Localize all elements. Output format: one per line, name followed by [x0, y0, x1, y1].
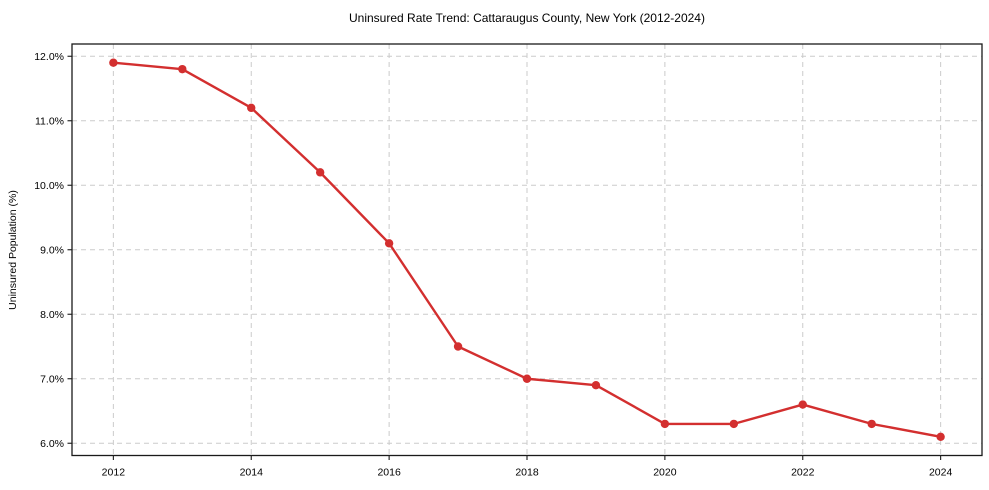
x-tick-label: 2012 [102, 467, 126, 479]
data-point [178, 64, 187, 74]
x-tick-label: 2014 [240, 467, 264, 479]
y-tick-label: 11.0% [35, 115, 64, 127]
axes-layer: 2012 2014 2016 2018 2020 2022 2024 6.0% 7.0% 8.0%… [34, 43, 983, 479]
y-tick-label: 9.0% [40, 244, 64, 256]
x-tick-label: 2018 [515, 467, 539, 479]
x-tick-label: 2016 [377, 467, 401, 479]
x-tick-label: 2022 [791, 467, 815, 479]
data-point [936, 432, 945, 441]
y-tick-label: 10.0% [34, 180, 64, 192]
y-tick-label: 8.0% [40, 309, 64, 321]
y-tick-label: 6.0% [40, 438, 64, 450]
grid-layer [72, 44, 982, 456]
data-point [247, 103, 256, 113]
y-tick-label: 12.0% [34, 51, 64, 63]
y-axis-label: Uninsured Population (%) [7, 190, 19, 310]
data-point [867, 419, 876, 429]
x-tick-label: 2020 [653, 467, 677, 479]
data-point [591, 380, 601, 390]
data-point [453, 342, 463, 351]
y-tick-label: 7.0% [40, 373, 64, 385]
data-point [660, 419, 670, 429]
x-tick-label: 2024 [929, 467, 953, 479]
data-point [522, 374, 532, 383]
data-point [315, 168, 325, 177]
data-point [109, 58, 118, 67]
chart-title: Uninsured Rate Trend: Cattaraugus County… [349, 11, 705, 25]
data-point [384, 239, 394, 248]
data-point [798, 400, 807, 409]
data-point [729, 419, 739, 429]
series-layer [109, 58, 945, 441]
